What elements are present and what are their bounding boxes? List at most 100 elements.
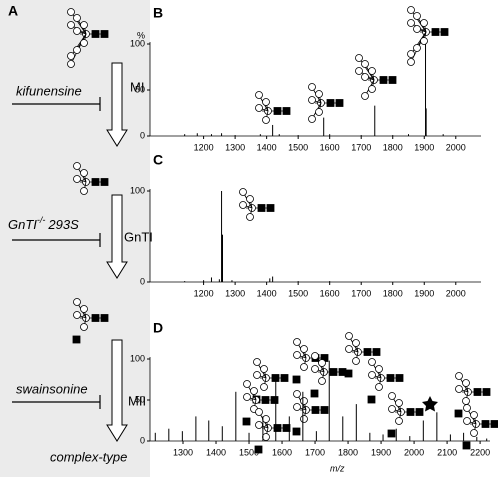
glcnac [254, 445, 263, 454]
mannose [352, 357, 360, 365]
mannose [315, 108, 323, 116]
panel-label: B [153, 5, 163, 21]
mannose [262, 415, 270, 423]
glcnac [367, 395, 376, 404]
glcnac [72, 335, 81, 344]
mannose [293, 403, 301, 411]
y-tick-label: 100 [130, 185, 145, 195]
mannose [388, 405, 396, 413]
x-axis-label: m/z [330, 463, 345, 473]
mannose [395, 399, 403, 407]
mannose [67, 8, 75, 16]
glcnac [454, 409, 463, 418]
glycan-icon [454, 372, 491, 418]
glcnac [335, 99, 344, 107]
mannose [361, 73, 369, 81]
x-tick-label: 2100 [437, 447, 457, 457]
glycan-icon [387, 392, 424, 438]
glcnac [473, 388, 482, 396]
process-arrows [106, 62, 128, 442]
x-tick-label: 1700 [305, 447, 325, 457]
panel-label: C [153, 152, 163, 168]
mannose [243, 380, 251, 388]
mannose [352, 339, 360, 347]
glycan-icon [355, 54, 397, 100]
x-tick-label: 1400 [206, 447, 226, 457]
glycan-bond [358, 57, 375, 81]
glcnac [242, 417, 251, 426]
glcnac [266, 204, 275, 212]
mannose [361, 60, 369, 68]
glcnac [326, 99, 335, 107]
star [422, 396, 438, 412]
x-tick-label: 1400 [257, 142, 277, 152]
glcnac [91, 30, 100, 38]
mannose [345, 345, 353, 353]
glycan-bond [70, 11, 87, 35]
cell-line: GnTI [8, 217, 37, 232]
mannose [420, 19, 428, 27]
mannose [368, 371, 376, 379]
glcnac [257, 204, 266, 212]
x-tick-label: 1500 [288, 142, 308, 152]
mannose [407, 6, 415, 14]
mannose [246, 195, 254, 203]
mannose [293, 338, 301, 346]
x-tick-label: 1800 [338, 447, 358, 457]
glcnac [481, 420, 490, 428]
glycan-bond [410, 31, 427, 55]
mannose [73, 162, 81, 170]
x-tick-label: 1800 [383, 142, 403, 152]
mannose [250, 387, 258, 395]
x-tick-label: 1600 [320, 288, 340, 298]
glcnac [270, 396, 279, 404]
mannose [80, 39, 88, 47]
mannose [73, 14, 81, 22]
x-tick-label: 1700 [351, 142, 371, 152]
mannose [262, 98, 270, 106]
mannose [262, 433, 270, 441]
mannose [355, 54, 363, 62]
glcnac [388, 76, 397, 84]
x-tick-label: 1300 [225, 288, 245, 298]
glycan-icon [344, 332, 381, 378]
y-tick-label: 50 [135, 84, 145, 94]
glcnac [482, 388, 491, 396]
glycan-icon [242, 380, 279, 426]
glycan-icon [308, 83, 344, 123]
x-tick-label: 1300 [225, 142, 245, 152]
y-tick-label: 0 [140, 435, 145, 445]
mannose [470, 429, 478, 437]
cell-line-label: GnTI-/- 293S [8, 215, 79, 232]
mannose [420, 37, 428, 45]
mannose [253, 358, 261, 366]
mannose [462, 397, 470, 405]
mannose [407, 19, 415, 27]
mannose [262, 116, 270, 124]
x-tick-label: 1500 [239, 447, 259, 457]
glcnac [387, 429, 396, 438]
mannose [375, 365, 383, 373]
glycan-icon [254, 408, 291, 454]
mannose [368, 67, 376, 75]
mannose [413, 25, 421, 33]
mannose [355, 67, 363, 75]
glycan-icon [367, 358, 404, 404]
glcnac [490, 420, 498, 428]
glycan-bond [70, 33, 87, 57]
glycan-icon [462, 404, 498, 450]
mannose [73, 27, 81, 35]
panel-label: D [153, 320, 163, 336]
mannose [413, 44, 421, 52]
mannose [395, 417, 403, 425]
glcnac [292, 427, 301, 436]
glcnac [338, 368, 347, 376]
x-tick-label: 1200 [194, 142, 214, 152]
glcnac [261, 396, 270, 404]
x-tick-label: 1700 [351, 288, 371, 298]
mannose [67, 21, 75, 29]
x-tick-label: 1200 [194, 288, 214, 298]
mannose [73, 175, 81, 183]
mannose [67, 52, 75, 60]
y-tick-label: 50 [135, 394, 145, 404]
